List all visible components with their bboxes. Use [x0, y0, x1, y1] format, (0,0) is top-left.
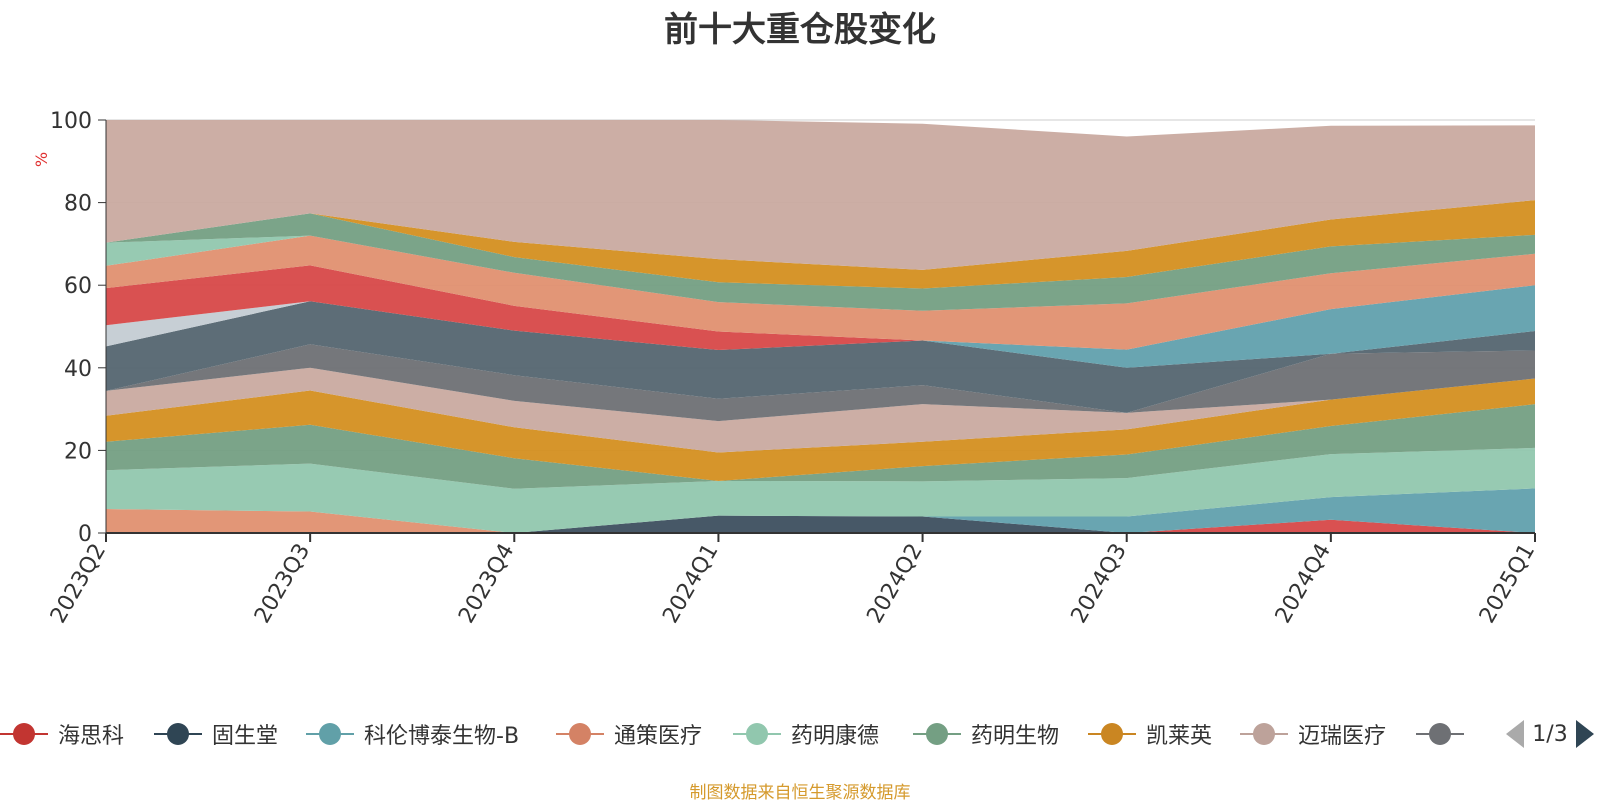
legend-item[interactable]: 固生堂: [154, 716, 278, 752]
legend-item[interactable]: 药明生物: [913, 716, 1059, 752]
legend-item[interactable]: 科伦博泰生物-B: [306, 716, 519, 752]
area-series-7: [106, 367, 1535, 453]
y-tick-label: 40: [64, 357, 92, 382]
legend-marker-icon: [556, 722, 604, 746]
legend-pager: 1/3: [1500, 716, 1600, 752]
y-tick-label: 20: [64, 439, 92, 464]
legend-marker-icon: [154, 722, 202, 746]
area-series-12: [106, 265, 1535, 368]
y-tick-label: 100: [50, 109, 92, 134]
stacked-area-chart: 0 20 40 60 80 100 2023Q2 2023Q3 2023Q4 2024Q1 2024…: [46, 109, 1540, 628]
area-series-8: [106, 344, 1535, 422]
area-series-17: [106, 120, 1535, 270]
legend: 海思科 固生堂 科伦博泰生物-B 通策医疗 药明康德 药明生物 凯莱英 迈瑞医疗: [0, 716, 1600, 752]
x-tick-label: 2024Q3: [1067, 540, 1132, 628]
legend-marker-icon: [0, 722, 48, 746]
legend-label: 迈瑞医疗: [1298, 724, 1387, 749]
legend-label: 科伦博泰生物-B: [364, 724, 520, 749]
pager-next-icon[interactable]: [1576, 720, 1594, 748]
x-tick-label: 2025Q1: [1475, 540, 1540, 628]
chart-title: 前十大重仓股变化: [664, 10, 936, 50]
legend-item[interactable]: 通策医疗: [556, 716, 702, 752]
source-note: 制图数据来自恒生聚源数据库: [689, 783, 911, 803]
x-tick-label: 2023Q2: [46, 540, 111, 628]
x-tick-label: 2023Q3: [250, 540, 315, 628]
legend-label: 海思科: [58, 724, 125, 749]
pager-prev-icon[interactable]: [1506, 720, 1524, 748]
area-series-14: [106, 235, 1535, 311]
area-series-5: [106, 404, 1535, 489]
area-series-9: [106, 301, 1535, 413]
area-series-13: [106, 235, 1535, 350]
legend-item[interactable]: [1416, 716, 1474, 752]
legend-label: 药明生物: [971, 724, 1060, 749]
legend-marker-icon: [1416, 722, 1464, 746]
legend-marker-icon: [913, 722, 961, 746]
x-tick-label: 2023Q4: [454, 540, 519, 628]
area-series-3: [106, 488, 1535, 533]
legend-label: 药明康德: [791, 724, 880, 749]
legend-marker-icon: [1088, 722, 1136, 746]
area-layer: [106, 120, 1535, 533]
legend-marker-icon: [306, 722, 354, 746]
pager-text: 1/3: [1532, 721, 1568, 747]
legend-item[interactable]: 凯莱英: [1088, 716, 1212, 752]
area-series-16: [106, 200, 1535, 289]
y-tick-label: 60: [64, 274, 92, 299]
area-series-1: [106, 509, 1535, 533]
x-tick-label: 2024Q2: [862, 540, 927, 628]
x-tick-label: 2024Q4: [1271, 540, 1336, 628]
legend-item[interactable]: 迈瑞医疗: [1240, 716, 1386, 752]
area-series-11: [106, 265, 1535, 368]
area-series-6: [106, 378, 1535, 481]
y-tick-label: 0: [78, 522, 92, 547]
legend-label: 固生堂: [212, 724, 279, 749]
legend-marker-icon: [1240, 722, 1288, 746]
area-series-2: [106, 509, 1535, 533]
legend-item[interactable]: 药明康德: [733, 716, 879, 752]
x-tick-label: 2024Q1: [658, 540, 723, 628]
legend-item[interactable]: 海思科: [0, 716, 124, 752]
area-series-15: [106, 213, 1535, 311]
legend-label: 凯莱英: [1146, 724, 1213, 749]
area-series-4: [106, 447, 1535, 533]
y-tick-label: 80: [64, 192, 92, 217]
legend-label: 通策医疗: [614, 724, 703, 749]
area-series-0: [106, 509, 1535, 533]
legend-marker-icon: [733, 722, 781, 746]
